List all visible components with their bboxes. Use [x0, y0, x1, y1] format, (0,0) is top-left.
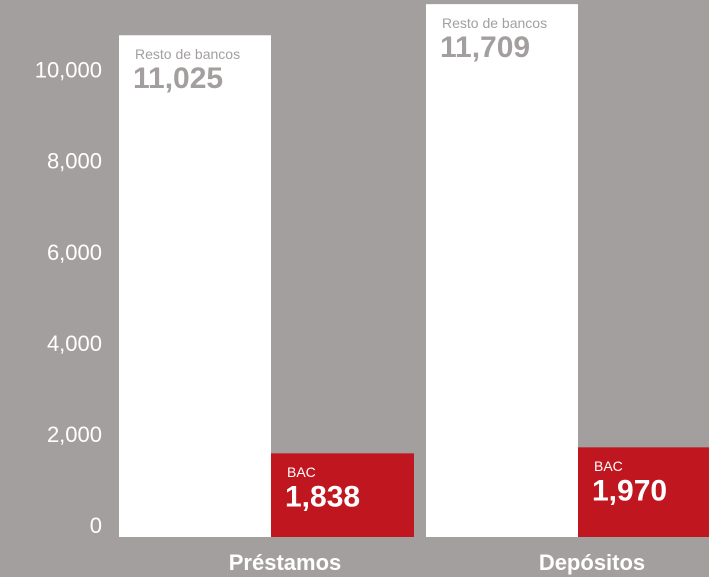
series-name: Resto de bancos	[135, 46, 240, 62]
series-name: BAC	[594, 458, 623, 474]
y-tick-label: 6,000	[47, 240, 102, 265]
value-label: 1,970	[592, 474, 667, 507]
value-label: 11,025	[133, 62, 223, 95]
bar	[119, 35, 271, 537]
x-tick-label: Depósitos	[539, 550, 645, 575]
y-tick-label: 4,000	[47, 331, 102, 356]
x-tick-label: Préstamos	[229, 550, 342, 575]
y-tick-label: 8,000	[47, 149, 102, 174]
bar	[426, 4, 578, 537]
bar	[578, 447, 709, 537]
series-name: Resto de bancos	[442, 15, 547, 31]
value-label: 1,838	[285, 480, 360, 513]
series-name: BAC	[287, 464, 316, 480]
value-label: 11,709	[440, 31, 530, 64]
bar	[271, 453, 414, 537]
y-tick-label: 2,000	[47, 422, 102, 447]
y-tick-label: 10,000	[35, 58, 102, 83]
y-tick-label: 0	[90, 513, 102, 538]
